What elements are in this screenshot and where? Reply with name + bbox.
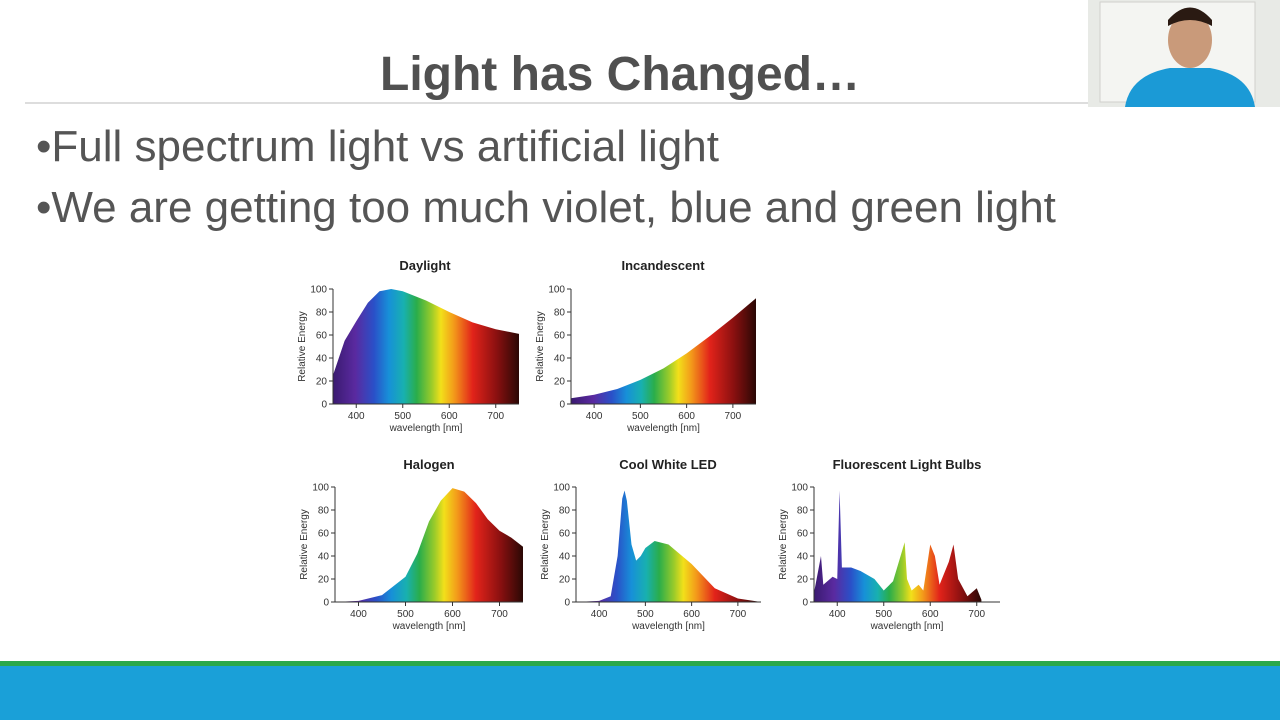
spectrum-area bbox=[335, 488, 523, 602]
x-axis-label: wavelength [nm] bbox=[631, 621, 705, 632]
y-axis-label: Relative Energy bbox=[299, 509, 310, 580]
y-tick-label: 100 bbox=[553, 483, 570, 494]
x-tick-label: 600 bbox=[683, 609, 700, 620]
y-tick-label: 0 bbox=[802, 598, 808, 609]
spectrum-area bbox=[814, 490, 982, 602]
x-axis-label: wavelength [nm] bbox=[870, 621, 944, 632]
y-tick-label: 40 bbox=[554, 354, 566, 365]
y-tick-label: 40 bbox=[316, 354, 328, 365]
x-tick-label: 400 bbox=[586, 411, 603, 422]
y-axis-label: Relative Energy bbox=[540, 509, 551, 580]
spectrum-area bbox=[571, 298, 756, 404]
x-tick-label: 700 bbox=[487, 411, 504, 422]
y-tick-label: 40 bbox=[797, 552, 809, 563]
y-tick-label: 20 bbox=[318, 575, 330, 586]
y-tick-label: 80 bbox=[316, 308, 328, 319]
x-tick-label: 500 bbox=[875, 609, 892, 620]
x-tick-label: 400 bbox=[348, 411, 365, 422]
footer-stripe bbox=[0, 661, 1280, 666]
y-tick-label: 0 bbox=[321, 400, 327, 411]
webcam bbox=[1088, 0, 1280, 107]
x-axis-label: wavelength [nm] bbox=[392, 621, 466, 632]
y-tick-label: 100 bbox=[791, 483, 808, 494]
x-tick-label: 600 bbox=[922, 609, 939, 620]
y-tick-label: 0 bbox=[559, 400, 565, 411]
spectrum-area bbox=[333, 289, 519, 404]
chart-title: Cool White LED bbox=[619, 457, 717, 472]
y-tick-label: 40 bbox=[559, 552, 571, 563]
x-tick-label: 500 bbox=[637, 609, 654, 620]
x-axis-label: wavelength [nm] bbox=[626, 423, 700, 434]
chart-title: Incandescent bbox=[621, 258, 705, 273]
x-tick-label: 700 bbox=[730, 609, 747, 620]
x-tick-label: 700 bbox=[491, 609, 508, 620]
x-tick-label: 700 bbox=[968, 609, 985, 620]
x-tick-label: 500 bbox=[397, 609, 414, 620]
y-tick-label: 80 bbox=[554, 308, 566, 319]
y-tick-label: 60 bbox=[559, 529, 571, 540]
y-tick-label: 40 bbox=[318, 552, 330, 563]
y-tick-label: 100 bbox=[548, 285, 565, 296]
y-tick-label: 100 bbox=[312, 483, 329, 494]
bullet: •Full spectrum light vs artificial light bbox=[36, 122, 719, 171]
y-tick-label: 60 bbox=[318, 529, 330, 540]
y-tick-label: 80 bbox=[318, 506, 330, 517]
x-tick-label: 500 bbox=[632, 411, 649, 422]
y-axis-label: Relative Energy bbox=[778, 509, 789, 580]
y-tick-label: 20 bbox=[797, 575, 809, 586]
chart-title: Halogen bbox=[403, 457, 454, 472]
footer-bar bbox=[0, 666, 1280, 720]
y-tick-label: 60 bbox=[554, 331, 566, 342]
y-tick-label: 0 bbox=[323, 598, 329, 609]
slide-title: Light has Changed… bbox=[380, 48, 860, 101]
y-tick-label: 20 bbox=[316, 377, 328, 388]
y-axis-label: Relative Energy bbox=[297, 311, 308, 382]
x-axis-label: wavelength [nm] bbox=[389, 423, 463, 434]
y-tick-label: 0 bbox=[564, 598, 570, 609]
y-tick-label: 60 bbox=[797, 529, 809, 540]
y-tick-label: 80 bbox=[797, 506, 809, 517]
x-tick-label: 700 bbox=[725, 411, 742, 422]
y-tick-label: 60 bbox=[316, 331, 328, 342]
bullet: •We are getting too much violet, blue an… bbox=[36, 183, 1056, 232]
x-tick-label: 400 bbox=[350, 609, 367, 620]
y-tick-label: 80 bbox=[559, 506, 571, 517]
x-tick-label: 400 bbox=[591, 609, 608, 620]
y-axis-label: Relative Energy bbox=[535, 311, 546, 382]
chart-title: Fluorescent Light Bulbs bbox=[833, 457, 982, 472]
chart-title: Daylight bbox=[399, 258, 451, 273]
y-tick-label: 20 bbox=[559, 575, 571, 586]
y-tick-label: 20 bbox=[554, 377, 566, 388]
spectrum-area bbox=[576, 490, 761, 602]
x-tick-label: 600 bbox=[678, 411, 695, 422]
x-tick-label: 600 bbox=[444, 609, 461, 620]
y-tick-label: 100 bbox=[310, 285, 327, 296]
x-tick-label: 500 bbox=[394, 411, 411, 422]
x-tick-label: 600 bbox=[441, 411, 458, 422]
x-tick-label: 400 bbox=[829, 609, 846, 620]
